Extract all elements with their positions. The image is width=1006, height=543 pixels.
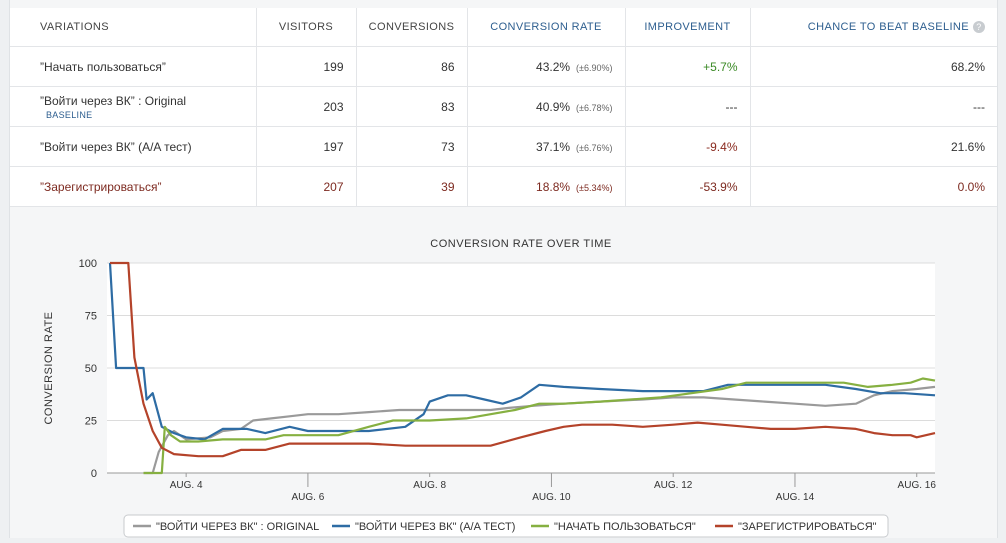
- chance-cell: ---: [750, 86, 997, 127]
- conversion-rate-cell: 40.9% (±6.78%): [467, 86, 626, 127]
- chart-title: CONVERSION RATE OVER TIME: [430, 238, 611, 250]
- table-row[interactable]: ”Войти через ВК” : Original BASELINE 203 …: [10, 86, 997, 127]
- series-line: [110, 261, 936, 458]
- baseline-badge: BASELINE: [46, 109, 93, 120]
- rate-value: 43.2%: [536, 59, 571, 74]
- header-chance-label: CHANCE TO BEAT BASELINE: [807, 20, 969, 33]
- rate-error: (±6.76%): [576, 142, 613, 153]
- y-tick-label: 25: [85, 416, 97, 428]
- conversions-cell: 39: [356, 166, 468, 207]
- y-tick-label: 100: [79, 258, 97, 270]
- visitors-cell: 203: [256, 86, 357, 127]
- rate-value: 18.8%: [536, 179, 571, 194]
- variation-name: ”Зарегистрироваться”: [10, 166, 257, 207]
- series-line: [143, 385, 936, 475]
- y-tick-label: 0: [91, 468, 97, 480]
- y-tick-label: 50: [85, 363, 97, 375]
- experiment-results-panel: VARIATIONS VISITORS CONVERSIONS CONVERSI…: [9, 0, 998, 538]
- rate-error: (±6.90%): [576, 62, 613, 73]
- table-header-row: VARIATIONS VISITORS CONVERSIONS CONVERSI…: [10, 8, 997, 47]
- legend-box: [123, 514, 889, 538]
- header-conversions[interactable]: CONVERSIONS: [356, 8, 468, 47]
- variation-name: ”Начать пользоваться”: [10, 46, 257, 87]
- x-tick-label: AUG. 14: [776, 492, 815, 503]
- y-axis-label: CONVERSION RATE: [43, 311, 55, 424]
- x-tick-label: AUG. 10: [532, 492, 571, 503]
- visitors-cell: 207: [256, 166, 357, 207]
- conversion-rate-cell: 37.1% (±6.76%): [467, 126, 626, 167]
- conversions-cell: 73: [356, 126, 468, 167]
- variation-name: ”Войти через ВК” (A/A тест): [10, 126, 257, 167]
- visitors-cell: 197: [256, 126, 357, 167]
- chance-cell: 68.2%: [750, 46, 997, 87]
- y-tick-label: 75: [85, 311, 97, 323]
- rate-value: 40.9%: [536, 99, 571, 114]
- question-icon[interactable]: ?: [973, 21, 985, 34]
- visitors-cell: 199: [256, 46, 357, 87]
- chance-cell: 21.6%: [750, 126, 997, 167]
- x-tick-label: AUG. 12: [654, 480, 693, 491]
- improvement-cell: -9.4%: [625, 126, 751, 167]
- improvement-cell: -53.9%: [625, 166, 751, 207]
- conversions-cell: 86: [356, 46, 468, 87]
- conversion-rate-cell: 18.8% (±5.34%): [467, 166, 626, 207]
- rate-value: 37.1%: [536, 139, 571, 154]
- legend-label: "ЗАРЕГИСТРИРОВАТЬСЯ": [738, 521, 877, 533]
- chance-cell: 0.0%: [750, 166, 997, 207]
- series-line: [143, 377, 936, 475]
- x-tick-label: AUG. 4: [170, 480, 203, 491]
- legend-label: "НАЧАТЬ ПОЛЬЗОВАТЬСЯ": [554, 521, 696, 533]
- results-table: VARIATIONS VISITORS CONVERSIONS CONVERSI…: [10, 8, 997, 207]
- rate-error: (±5.34%): [576, 182, 613, 193]
- header-variations[interactable]: VARIATIONS: [10, 8, 257, 47]
- improvement-cell: +5.7%: [625, 46, 751, 87]
- header-chance-to-beat-baseline[interactable]: CHANCE TO BEAT BASELINE?: [750, 8, 997, 47]
- x-tick-label: AUG. 8: [413, 480, 446, 491]
- conversion-rate-chart: CONVERSION RATE OVER TIME CONVERSION RATE…: [43, 238, 937, 538]
- x-tick-label: AUG. 6: [292, 492, 325, 503]
- variation-name: ”Войти через ВК” : Original: [40, 93, 187, 108]
- conversion-rate-cell: 43.2% (±6.90%): [467, 46, 626, 87]
- rate-error: (±6.78%): [576, 102, 613, 113]
- variation-name-cell: ”Войти через ВК” : Original BASELINE: [10, 86, 257, 127]
- header-visitors[interactable]: VISITORS: [256, 8, 357, 47]
- table-row[interactable]: ”Зарегистрироваться” 207 39 18.8% (±5.34%…: [10, 166, 997, 207]
- header-conversion-rate[interactable]: CONVERSION RATE: [467, 8, 626, 47]
- table-row[interactable]: ”Начать пользоваться” 199 86 43.2% (±6.90…: [10, 46, 997, 87]
- legend-label: "ВОЙТИ ЧЕРЕЗ ВК" (A/A ТЕСТ): [355, 520, 515, 533]
- conversion-chart-container: CONVERSION RATE OVER TIME CONVERSION RATE…: [10, 210, 997, 538]
- legend-label: "ВОЙТИ ЧЕРЕЗ ВК" : ORIGINAL: [156, 520, 319, 533]
- header-improvement[interactable]: IMPROVEMENT: [625, 8, 751, 47]
- table-row[interactable]: ”Войти через ВК” (A/A тест) 197 73 37.1%…: [10, 126, 997, 167]
- conversions-cell: 83: [356, 86, 468, 127]
- improvement-cell: ---: [625, 86, 751, 127]
- x-tick-label: AUG. 16: [898, 480, 937, 491]
